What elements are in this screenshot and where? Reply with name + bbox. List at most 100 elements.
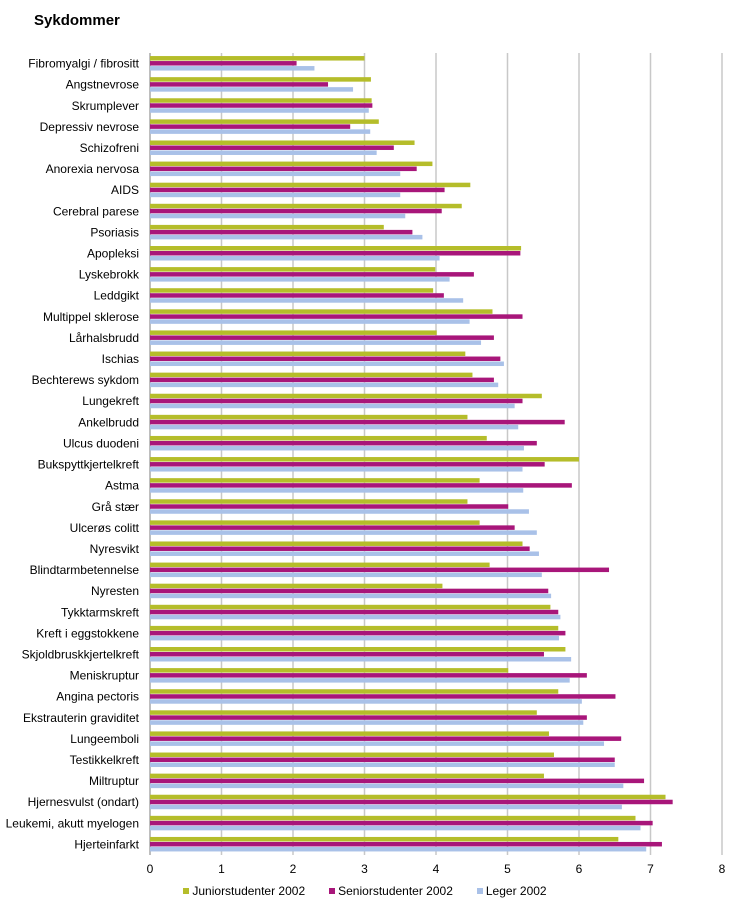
bar-juniorstudenter-2002 [150, 794, 666, 800]
bar-seniorstudenter-2002 [150, 82, 329, 87]
bar-leger-2002 [150, 424, 519, 430]
category-label: Apopleksi [87, 247, 139, 261]
bar-juniorstudenter-2002 [150, 309, 493, 314]
bar-leger-2002 [150, 256, 440, 261]
category-label: Ekstrauterin graviditet [23, 711, 140, 725]
bar-leger-2002 [150, 319, 470, 324]
bar-seniorstudenter-2002 [150, 483, 572, 488]
x-tick-label: 4 [433, 862, 440, 876]
category-label: Ankelbrudd [78, 415, 139, 429]
category-label: Ischias [102, 352, 139, 366]
bar-seniorstudenter-2002 [150, 251, 521, 256]
bar-juniorstudenter-2002 [150, 393, 542, 399]
bar-seniorstudenter-2002 [150, 736, 622, 741]
legend-label: Seniorstudenter 2002 [338, 884, 453, 898]
bar-leger-2002 [150, 298, 464, 303]
bar-juniorstudenter-2002 [150, 330, 437, 335]
category-labels: Fibromyalgi / fibrositt Angstnevrose Skrum… [6, 57, 140, 852]
category-label: Blindtarmbetennelse [30, 563, 140, 577]
category-label: Fibromyalgi / fibrositt [28, 57, 139, 71]
category-label: Hjernesvulst (ondart) [28, 795, 139, 809]
bar-leger-2002 [150, 108, 369, 113]
bar-leger-2002 [150, 445, 524, 451]
x-tick-label: 0 [147, 862, 154, 876]
bar-leger-2002 [150, 87, 354, 92]
bar-leger-2002 [150, 614, 561, 620]
bar-leger-2002 [150, 403, 515, 409]
bar-leger-2002 [150, 192, 401, 198]
category-label: Bechterews sykdom [32, 373, 139, 387]
bar-seniorstudenter-2002 [150, 229, 413, 235]
legend: Juniorstudenter 2002 Seniorstudenter 2002… [0, 884, 730, 898]
bar-leger-2002 [150, 340, 482, 345]
bar-juniorstudenter-2002 [150, 836, 619, 842]
category-label: Bukspyttkjertelkreft [38, 458, 140, 472]
category-label: Meniskruptur [70, 669, 139, 683]
bar-seniorstudenter-2002 [150, 778, 645, 784]
bar-seniorstudenter-2002 [150, 440, 537, 446]
bar-juniorstudenter-2002 [150, 372, 473, 378]
bar-seniorstudenter-2002 [150, 398, 523, 404]
bar-leger-2002 [150, 846, 647, 852]
legend-label: Juniorstudenter 2002 [192, 884, 306, 898]
bar-leger-2002 [150, 804, 622, 810]
bar-seniorstudenter-2002 [150, 314, 523, 319]
bar-juniorstudenter-2002 [150, 246, 522, 251]
bar-leger-2002 [150, 762, 615, 768]
bar-seniorstudenter-2002 [150, 546, 530, 551]
chart-title: Sykdommer [34, 12, 120, 29]
bar-leger-2002 [150, 741, 605, 746]
x-tick-label: 2 [290, 862, 297, 876]
category-label: Kreft i eggstokkene [36, 626, 139, 640]
category-label: Depressiv nevrose [40, 120, 140, 134]
category-label: Nyresten [91, 584, 139, 598]
bar-juniorstudenter-2002 [150, 267, 436, 272]
bar-leger-2002 [150, 277, 450, 282]
category-label: Anorexia nervosa [46, 162, 140, 176]
bar-juniorstudenter-2002 [150, 731, 549, 736]
bar-juniorstudenter-2002 [150, 773, 544, 779]
category-label: Ulcus duodeni [63, 436, 139, 450]
bar-juniorstudenter-2002 [150, 710, 537, 715]
bar-seniorstudenter-2002 [150, 335, 494, 340]
category-label: Cerebral parese [53, 204, 139, 218]
legend-item: Juniorstudenter 2002 [183, 884, 305, 898]
bar-leger-2002 [150, 509, 529, 514]
bar-juniorstudenter-2002 [150, 541, 523, 546]
bar-juniorstudenter-2002 [150, 815, 636, 821]
x-tick-label: 5 [504, 862, 511, 876]
bar-seniorstudenter-2002 [150, 187, 445, 193]
bar-seniorstudenter-2002 [150, 462, 545, 467]
bar-juniorstudenter-2002 [150, 562, 490, 568]
bar-leger-2002 [150, 720, 584, 725]
bar-seniorstudenter-2002 [150, 525, 515, 530]
bar-leger-2002 [150, 361, 504, 367]
category-label: Angstnevrose [66, 78, 140, 92]
bar-leger-2002 [150, 171, 401, 177]
bar-seniorstudenter-2002 [150, 715, 587, 720]
bar-leger-2002 [150, 150, 377, 155]
x-tick-labels: 0 1 2 3 4 5 6 7 8 [147, 862, 726, 876]
bar-seniorstudenter-2002 [150, 609, 559, 615]
bar-leger-2002 [150, 699, 582, 704]
bar-seniorstudenter-2002 [150, 356, 501, 362]
bars [150, 56, 673, 852]
bar-juniorstudenter-2002 [150, 77, 371, 82]
bar-leger-2002 [150, 488, 524, 493]
x-tick-label: 1 [218, 862, 225, 876]
x-tick-label: 6 [576, 862, 583, 876]
bar-leger-2002 [150, 530, 537, 535]
bar-leger-2002 [150, 572, 542, 578]
category-label: Lungekreft [82, 394, 139, 408]
bar-juniorstudenter-2002 [150, 604, 551, 610]
legend-item: Seniorstudenter 2002 [329, 884, 453, 898]
category-label: Miltruptur [89, 774, 139, 788]
bar-leger-2002 [150, 657, 572, 662]
legend-label: Leger 2002 [485, 884, 547, 898]
bar-juniorstudenter-2002 [150, 351, 466, 357]
bar-juniorstudenter-2002 [150, 288, 434, 293]
bar-leger-2002 [150, 129, 371, 134]
category-label: Skjoldbruskkjertelkreft [22, 648, 140, 662]
category-label: Multippel sklerose [43, 310, 139, 324]
